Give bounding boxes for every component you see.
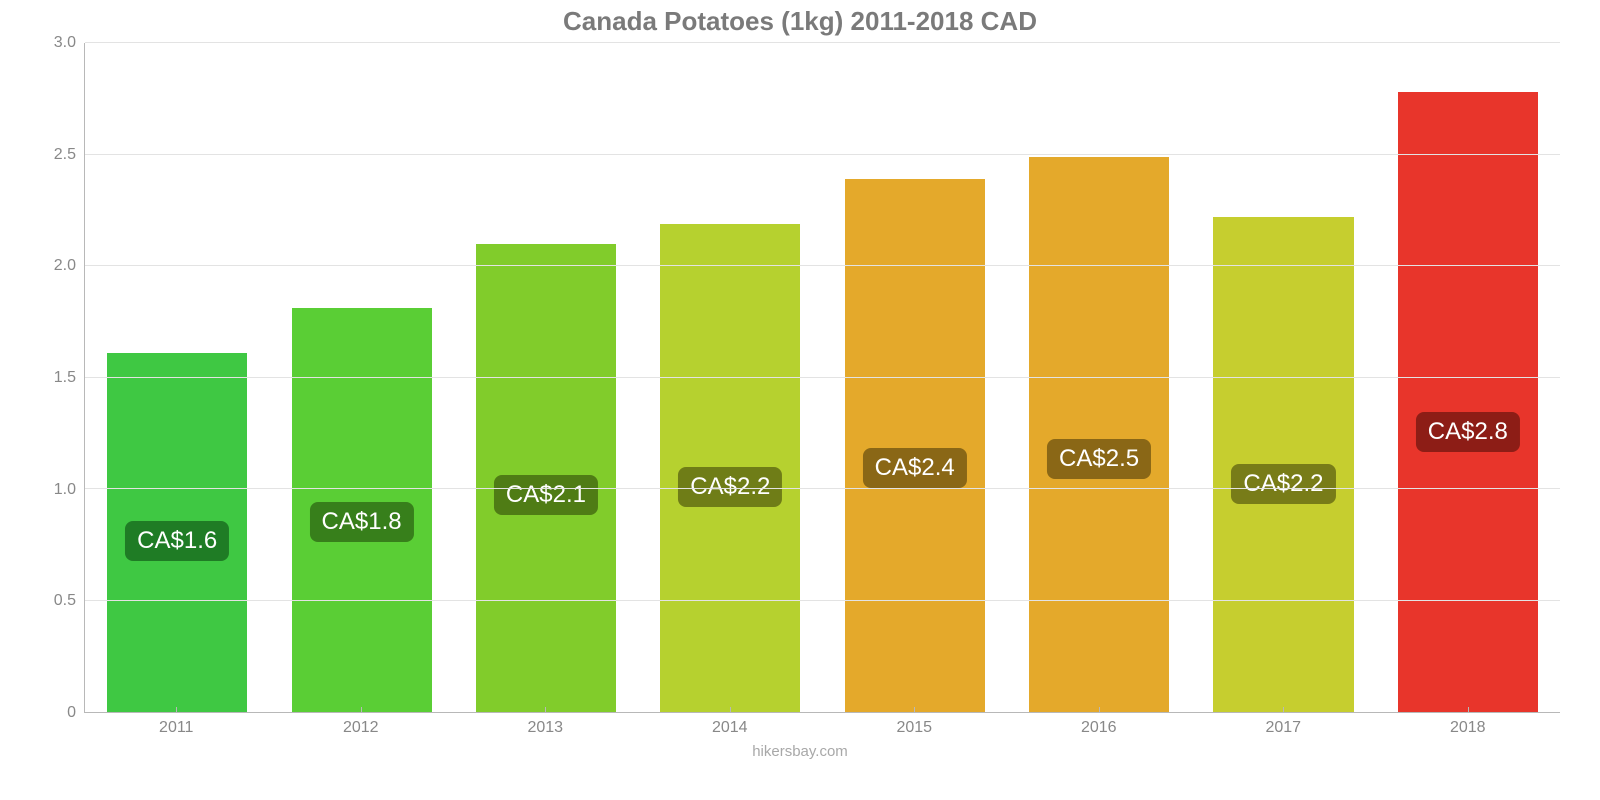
bar-slot: CA$2.2 <box>1191 43 1375 712</box>
y-tick-label: 0.5 <box>54 592 76 610</box>
y-tick-label: 0 <box>67 704 76 722</box>
y-tick-label: 3.0 <box>54 34 76 52</box>
grid-line <box>85 265 1560 266</box>
y-tick-label: 2.5 <box>54 146 76 164</box>
x-tick-label: 2011 <box>84 713 269 741</box>
bar-value-label: CA$2.8 <box>1416 412 1520 452</box>
bar: CA$2.1 <box>476 244 616 712</box>
bar: CA$2.2 <box>660 224 800 712</box>
chart-title: Canada Potatoes (1kg) 2011-2018 CAD <box>40 0 1560 43</box>
bar: CA$1.6 <box>107 353 247 712</box>
chart-container: Canada Potatoes (1kg) 2011-2018 CAD 0 0.5… <box>0 0 1600 800</box>
bar-slot: CA$2.5 <box>1007 43 1191 712</box>
bar-slot: CA$1.8 <box>269 43 453 712</box>
grid-line <box>85 488 1560 489</box>
bar: CA$2.4 <box>845 179 985 712</box>
bar-value-label: CA$1.6 <box>125 521 229 561</box>
attribution-text: hikersbay.com <box>40 741 1560 760</box>
grid-line <box>85 42 1560 43</box>
grid-line <box>85 600 1560 601</box>
grid-line <box>85 377 1560 378</box>
bar-slot: CA$2.1 <box>454 43 638 712</box>
bar-value-label: CA$2.4 <box>863 448 967 488</box>
x-tick-label: 2013 <box>453 713 638 741</box>
bar-slot: CA$2.8 <box>1376 43 1560 712</box>
x-tick-label: 2017 <box>1191 713 1376 741</box>
bars-group: CA$1.6 CA$1.8 CA$2.1 CA$2.2 CA$2.4 CA$2.5 CA$2… <box>85 43 1560 712</box>
x-tick-label: 2012 <box>269 713 454 741</box>
bar-value-label: CA$2.2 <box>678 467 782 507</box>
x-axis: 20112012201320142015201620172018 <box>84 713 1560 741</box>
x-tick-label: 2015 <box>822 713 1007 741</box>
y-tick-label: 2.0 <box>54 257 76 275</box>
y-tick-label: 1.5 <box>54 369 76 387</box>
bar: CA$1.8 <box>292 308 432 712</box>
x-tick-label: 2016 <box>1007 713 1192 741</box>
bar-value-label: CA$2.1 <box>494 475 598 515</box>
bar: CA$2.5 <box>1029 157 1169 712</box>
bar-value-label: CA$2.5 <box>1047 439 1151 479</box>
bar-value-label: CA$1.8 <box>310 502 414 542</box>
x-tick-label: 2014 <box>638 713 823 741</box>
bar-slot: CA$2.2 <box>638 43 822 712</box>
bar: CA$2.8 <box>1398 92 1538 712</box>
grid-line <box>85 154 1560 155</box>
y-axis: 00.51.01.52.02.53.0 <box>40 43 84 713</box>
x-tick-label: 2018 <box>1376 713 1561 741</box>
bar-slot: CA$1.6 <box>85 43 269 712</box>
bar-slot: CA$2.4 <box>823 43 1007 712</box>
bar: CA$2.2 <box>1213 217 1353 712</box>
bar-value-label: CA$2.2 <box>1231 464 1335 504</box>
plot-area: CA$1.6 CA$1.8 CA$2.1 CA$2.2 CA$2.4 CA$2.5 CA$2… <box>84 43 1560 713</box>
y-tick-label: 1.0 <box>54 481 76 499</box>
plot-wrap: 00.51.01.52.02.53.0 CA$1.6CA$1.8CA$2.1CA… <box>40 43 1560 713</box>
